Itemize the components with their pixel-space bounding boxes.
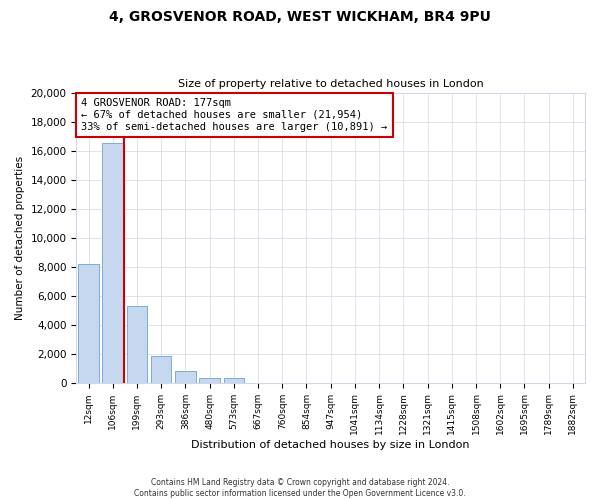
Bar xyxy=(199,378,220,382)
X-axis label: Distribution of detached houses by size in London: Distribution of detached houses by size … xyxy=(191,440,470,450)
Bar xyxy=(78,264,99,382)
Bar xyxy=(224,378,244,382)
Y-axis label: Number of detached properties: Number of detached properties xyxy=(15,156,25,320)
Bar xyxy=(151,356,172,382)
Text: 4, GROSVENOR ROAD, WEST WICKHAM, BR4 9PU: 4, GROSVENOR ROAD, WEST WICKHAM, BR4 9PU xyxy=(109,10,491,24)
Text: Contains HM Land Registry data © Crown copyright and database right 2024.
Contai: Contains HM Land Registry data © Crown c… xyxy=(134,478,466,498)
Bar xyxy=(103,144,123,382)
Text: 4 GROSVENOR ROAD: 177sqm
← 67% of detached houses are smaller (21,954)
33% of se: 4 GROSVENOR ROAD: 177sqm ← 67% of detach… xyxy=(82,98,388,132)
Bar xyxy=(127,306,147,382)
Title: Size of property relative to detached houses in London: Size of property relative to detached ho… xyxy=(178,79,484,89)
Bar xyxy=(175,371,196,382)
